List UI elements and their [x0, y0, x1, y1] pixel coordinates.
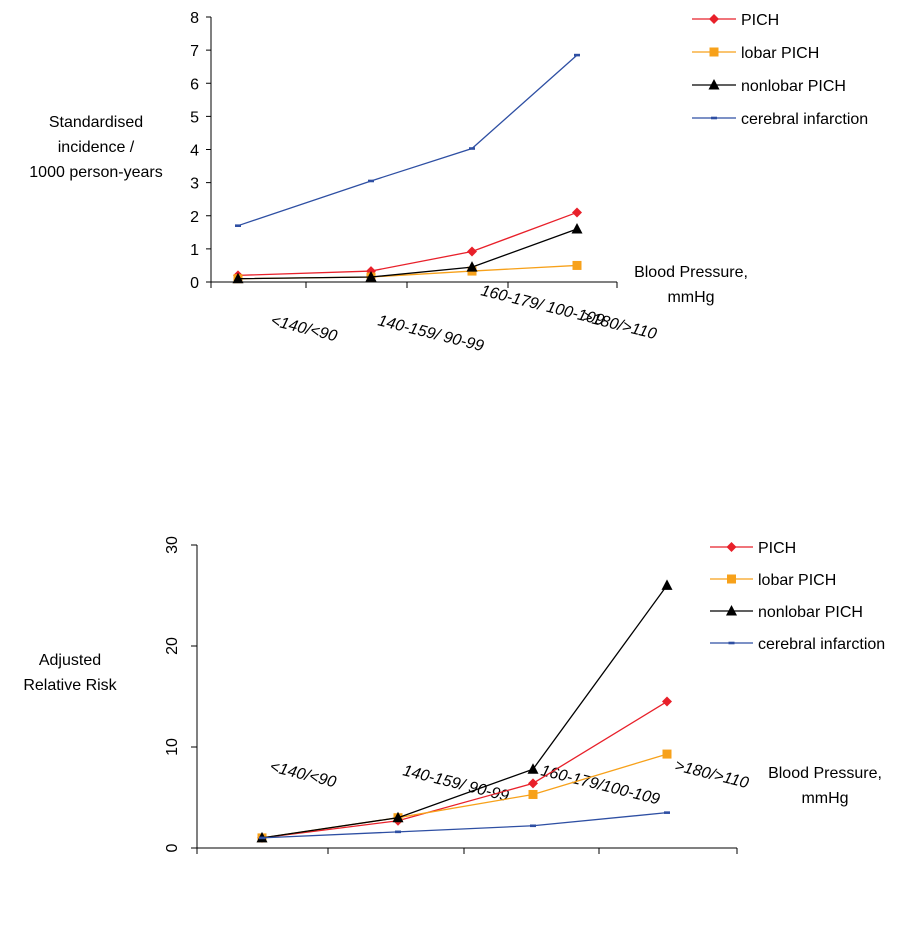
marker-square-legend [709, 47, 719, 57]
marker-diamond-2 [528, 778, 538, 789]
x-axis-title: Blood Pressure, [634, 264, 748, 281]
series-line-dash [237, 54, 578, 227]
x-category-label: 140-159/ 90-99 [376, 312, 486, 355]
marker-square-3 [662, 749, 672, 759]
legend-entry: PICH [758, 540, 796, 557]
marker-dash-1 [395, 830, 401, 834]
series-line-diamond [261, 700, 668, 839]
marker-dash-2 [469, 147, 475, 150]
marker-triangle-0 [232, 272, 244, 284]
y-tick-label: 4 [190, 143, 199, 160]
series-line-square [261, 753, 668, 839]
marker-dash-3 [574, 53, 580, 57]
series-line-dash [261, 812, 668, 839]
y-axis-title: 1000 person-years [29, 164, 162, 181]
y-axis-title: incidence / [58, 139, 135, 156]
legend-entry: cerebral infarction [758, 636, 885, 653]
marker-diamond-2 [467, 246, 477, 257]
marker-dash-0 [235, 224, 241, 227]
marker-triangle-3 [661, 579, 673, 590]
series-line-triangle [261, 585, 668, 839]
x-axis-title: mmHg [667, 289, 714, 306]
marker-square-2 [528, 789, 538, 799]
series-line-triangle [237, 228, 578, 280]
marker-triangle-2 [527, 763, 539, 774]
x-category-label: 160-179/100-109 [539, 762, 661, 808]
y-tick-label: 0 [164, 843, 181, 852]
x-axis-title: Blood Pressure, [768, 765, 882, 782]
marker-triangle-1 [365, 271, 377, 282]
marker-diamond-3 [662, 696, 672, 707]
marker-dash-3 [664, 811, 670, 814]
y-tick-label: 0 [190, 275, 199, 292]
x-category-label: >180/>110 [581, 308, 658, 343]
x-category-label: >180/>110 [673, 757, 750, 792]
marker-diamond-legend [726, 542, 737, 552]
x-category-label: <140/<90 [268, 758, 338, 791]
marker-dash-2 [530, 824, 536, 828]
legend-entry: lobar PICH [741, 45, 819, 62]
legend-entry: cerebral infarction [741, 111, 868, 128]
y-tick-label: 1 [190, 242, 199, 259]
marker-dash-0 [259, 836, 265, 840]
y-tick-label: 30 [164, 536, 181, 554]
y-tick-label: 2 [190, 209, 199, 226]
marker-triangle-legend [726, 605, 737, 616]
x-axis-title: mmHg [801, 790, 848, 807]
y-tick-label: 5 [190, 109, 199, 126]
marker-dash-legend [728, 641, 735, 645]
marker-diamond-3 [572, 207, 582, 218]
y-tick-label: 7 [190, 43, 199, 60]
y-axis-title: Adjusted [39, 652, 101, 669]
y-tick-label: 3 [190, 176, 199, 193]
marker-triangle-1 [392, 811, 404, 823]
legend-entry: nonlobar PICH [741, 78, 846, 95]
y-tick-label: 20 [164, 637, 181, 655]
legend-entry: PICH [741, 12, 779, 29]
y-tick-label: 10 [164, 738, 181, 756]
marker-square-legend [727, 574, 736, 584]
marker-triangle-3 [571, 223, 583, 234]
y-tick-label: 8 [190, 10, 199, 27]
x-category-label: <140/<90 [269, 312, 339, 345]
marker-triangle-legend [708, 79, 720, 90]
y-tick-label: 6 [190, 76, 199, 93]
legend-entry: lobar PICH [758, 572, 836, 589]
series-line-square [237, 264, 578, 280]
y-axis-title: Relative Risk [23, 677, 117, 694]
marker-dash-1 [368, 179, 374, 183]
y-axis-title: Standardised [49, 114, 143, 131]
marker-triangle-2 [466, 261, 478, 272]
marker-dash-legend [711, 116, 717, 120]
marker-square-3 [572, 260, 582, 270]
marker-diamond-legend [709, 14, 719, 24]
legend-entry: nonlobar PICH [758, 604, 863, 621]
series-line-diamond [237, 211, 578, 277]
